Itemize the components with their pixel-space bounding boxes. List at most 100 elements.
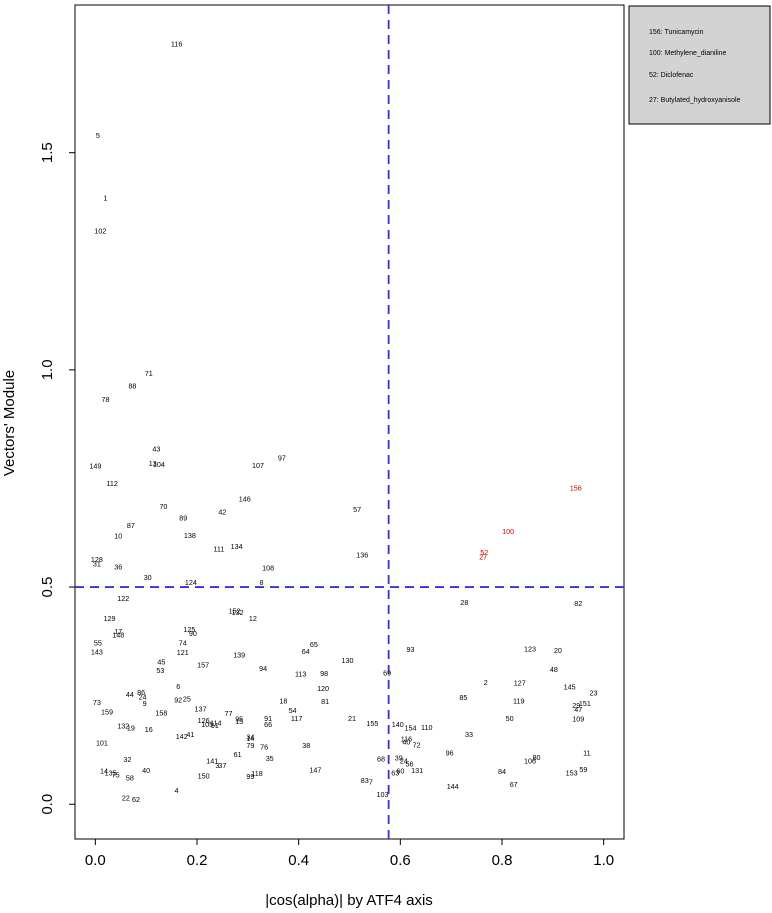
point-label: 121	[177, 648, 189, 657]
point-label: 147	[309, 765, 321, 774]
point-label: 36	[114, 563, 122, 572]
point-label: 55	[94, 639, 102, 648]
point-label: 88	[128, 381, 136, 390]
point-label: 35	[266, 754, 274, 763]
point-label: 120	[317, 684, 329, 693]
x-tick-label: 0.0	[85, 852, 106, 869]
point-label: 125	[183, 625, 195, 634]
point-label: 116	[401, 735, 412, 744]
point-label: 61	[234, 750, 242, 759]
point-label: 14	[246, 734, 254, 743]
point-label: 156	[570, 484, 582, 493]
point-label: 138	[184, 531, 196, 540]
x-tick-label: 0.6	[390, 852, 411, 869]
point-label: 63	[391, 768, 399, 777]
point-label: 6	[176, 682, 180, 691]
x-tick-label: 0.2	[187, 852, 208, 869]
point-label: 132	[232, 608, 244, 617]
point-label: 108	[262, 563, 274, 572]
point-label: 33	[465, 730, 473, 739]
point-label: 113	[295, 669, 306, 678]
point-label: 151	[579, 699, 591, 708]
y-tick-label: 0.0	[39, 794, 56, 815]
point-label: 64	[302, 647, 310, 656]
point-label: 71	[145, 369, 153, 378]
legend-entry: 52: Diclofenac	[649, 72, 694, 79]
point-label: 80	[533, 753, 541, 762]
point-label: 58	[126, 774, 134, 783]
point-label: 97	[278, 454, 286, 463]
point-label: 137	[195, 705, 207, 714]
point-label: 1	[104, 193, 108, 202]
point-label: 42	[218, 507, 226, 516]
point-label: 24	[139, 692, 147, 701]
point-label: 31	[93, 560, 101, 569]
reference-lines	[75, 5, 624, 839]
point-label: 87	[127, 521, 135, 530]
point-label: 104	[153, 460, 165, 469]
point-label: 146	[239, 494, 251, 503]
point-label: 52	[480, 548, 488, 557]
point-label: 40	[142, 766, 150, 775]
point-label: 21	[348, 714, 356, 723]
point-label: 57	[353, 505, 361, 514]
point-label: 56	[405, 759, 413, 768]
point-label: 150	[198, 772, 210, 781]
point-label: 92	[174, 696, 182, 705]
y-tick-label: 1.5	[39, 142, 56, 163]
point-label: 14	[100, 766, 108, 775]
x-tick-label: 0.4	[288, 852, 309, 869]
point-label: 140	[392, 720, 404, 729]
point-label: 60	[396, 767, 404, 776]
point-label: 141	[206, 756, 218, 765]
point-label: 32	[123, 755, 131, 764]
point-label: 152	[229, 606, 241, 615]
point-label: 112	[106, 479, 117, 488]
point-label: 89	[179, 513, 187, 522]
point-label: 143	[91, 648, 103, 657]
point-label: 124	[185, 578, 197, 587]
point-label: 78	[102, 395, 110, 404]
point-label: 90	[189, 629, 197, 638]
point-label: 142	[176, 732, 188, 741]
x-tick-label: 0.8	[492, 852, 513, 869]
point-label: 2	[484, 678, 488, 687]
point-label: 38	[302, 741, 310, 750]
x-axis-label: |cos(alpha)| by ATF4 axis	[265, 892, 433, 909]
point-label: 66	[264, 720, 272, 729]
point-label: 82	[574, 599, 582, 608]
point-label: 48	[550, 665, 558, 674]
point-label: 135	[105, 768, 117, 777]
point-label: 39	[395, 753, 403, 762]
point-label: 34	[246, 732, 254, 741]
point-label: 41	[186, 730, 194, 739]
point-label: 11	[583, 748, 590, 757]
point-label: 106	[524, 756, 536, 765]
point-label: 25	[183, 695, 191, 704]
point-label: 116	[171, 40, 182, 49]
point-label: 128	[91, 555, 103, 564]
point-label: 53	[156, 666, 164, 675]
point-label: 123	[524, 645, 536, 654]
point-label: 96	[446, 748, 454, 757]
point-label: 79	[246, 741, 254, 750]
point-label: 24	[400, 756, 408, 765]
point-label: 73	[93, 698, 101, 707]
point-label: 110	[421, 723, 432, 732]
point-label: 5	[96, 131, 100, 140]
x-axis: 0.0 0.2 0.4 0.6 0.8 1.0	[85, 839, 614, 869]
point-label: 98	[320, 669, 328, 678]
point-label: 68	[377, 755, 385, 764]
point-label: 10	[114, 532, 122, 541]
point-label: 65	[310, 640, 318, 649]
point-label: 85	[459, 693, 467, 702]
point-label: 91	[264, 714, 272, 723]
point-label: 130	[341, 656, 353, 665]
point-label: 107	[252, 461, 264, 470]
point-label: 43	[152, 444, 160, 453]
point-label: 99	[246, 772, 254, 781]
point-label: 109	[572, 715, 584, 724]
point-label: 127	[514, 679, 526, 688]
point-label: 28	[460, 598, 468, 607]
point-label: 72	[413, 741, 421, 750]
